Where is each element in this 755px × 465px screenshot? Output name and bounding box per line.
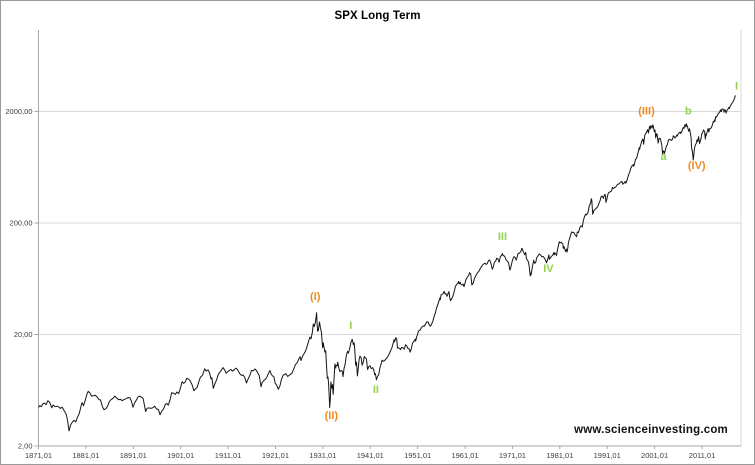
wave-label-IV: IV bbox=[543, 263, 554, 275]
x-tick-label: 2011,01 bbox=[689, 451, 716, 460]
y-tick-label: 2000,00 bbox=[5, 107, 32, 116]
x-tick-label: 1931,01 bbox=[309, 451, 336, 460]
watermark-text: www.scienceinvesting.com bbox=[574, 424, 728, 436]
x-tick-label: 1941,01 bbox=[357, 451, 384, 460]
x-tick-label: 1921,01 bbox=[262, 451, 289, 460]
wave-label-pIIp: (II) bbox=[325, 410, 339, 422]
y-tick-label: 20,00 bbox=[14, 330, 33, 339]
wave-label-a: a bbox=[661, 151, 668, 163]
y-tick-label: 2,00 bbox=[18, 442, 33, 451]
x-tick-label: 1981,01 bbox=[546, 451, 573, 460]
x-tick-label: 1891,01 bbox=[120, 451, 147, 460]
x-tick-label: 1961,01 bbox=[451, 451, 478, 460]
wave-label-pIVp: (IV) bbox=[688, 160, 706, 172]
x-tick-label: 1871,01 bbox=[25, 451, 52, 460]
wave-label-I: I bbox=[735, 80, 738, 92]
wave-label-pIIIp: (III) bbox=[638, 106, 655, 118]
x-tick-label: 1911,01 bbox=[215, 451, 242, 460]
x-tick-label: 1971,01 bbox=[499, 451, 526, 460]
wave-label-III: III bbox=[498, 231, 507, 243]
chart-title: SPX Long Term bbox=[334, 10, 421, 22]
wave-label-II: II bbox=[373, 384, 379, 396]
wave-label-b: b bbox=[685, 106, 692, 118]
x-tick-label: 1991,01 bbox=[594, 451, 621, 460]
spx-price-line bbox=[38, 95, 736, 432]
x-tick-label: 1881,01 bbox=[72, 451, 99, 460]
x-tick-label: 1951,01 bbox=[404, 451, 431, 460]
x-tick-label: 2001,01 bbox=[641, 451, 668, 460]
wave-label-pIp: (I) bbox=[310, 291, 321, 303]
y-tick-label: 200,00 bbox=[10, 219, 33, 228]
x-tick-label: 1901,01 bbox=[167, 451, 194, 460]
wave-label-I: I bbox=[349, 320, 352, 332]
